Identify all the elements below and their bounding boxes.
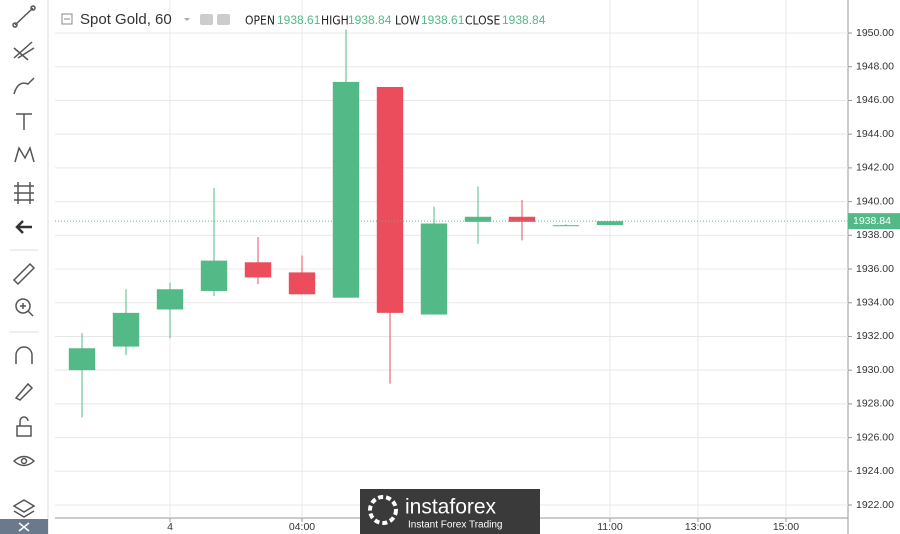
last-price-label: 1938.84 (853, 215, 891, 227)
dropdown[interactable] (184, 18, 190, 21)
x-tick-label: 11:00 (597, 521, 623, 533)
y-tick-label: 1940.00 (856, 195, 894, 207)
pattern-tool[interactable] (14, 145, 35, 163)
x-tick-label: 15:00 (773, 521, 799, 533)
candle-body (420, 223, 448, 315)
ohlc-legend: OPEN 1938.61 HIGH 1938.84 LOW 1938.61 CLOSE 193… (245, 13, 546, 27)
x-tick-label: 13:00 (685, 521, 711, 533)
prediction-tool[interactable] (14, 182, 34, 204)
legend-value: 1938.84 (502, 13, 546, 27)
watermark-tagline: Instant Forex Trading (408, 520, 503, 531)
eye-tool[interactable] (12, 455, 36, 467)
toolbar-bg (0, 0, 48, 534)
x-tick-label: 4 (167, 521, 173, 533)
watermark-logo (368, 495, 398, 525)
magnet-tool[interactable] (15, 346, 33, 364)
candle-body (156, 289, 184, 310)
y-tick-label: 1942.00 (856, 162, 894, 174)
y-tick-label: 1934.00 (856, 297, 894, 309)
y-tick-label: 1932.00 (856, 330, 894, 342)
candle-body (464, 216, 492, 222)
y-tick-label: 1946.00 (856, 94, 894, 106)
y-tick-label: 1944.00 (856, 128, 894, 140)
y-tick-label: 1922.00 (856, 499, 894, 511)
watermark-brand: instaforex (405, 496, 497, 519)
legend-label: HIGH (321, 14, 349, 28)
legend-value: 1938.61 (277, 13, 321, 27)
y-tick-label: 1948.00 (856, 61, 894, 73)
pencil-lock-tool[interactable] (14, 382, 34, 401)
candle-body (68, 348, 96, 371)
candle-body (244, 262, 272, 278)
x-tick-label: 04:00 (289, 521, 315, 533)
legend-value: 1938.84 (348, 13, 392, 27)
brush-tool[interactable] (13, 77, 35, 95)
symbol-title: Spot Gold, 60 (80, 11, 172, 28)
collapse-icon (18, 522, 30, 532)
y-tick-label: 1938.00 (856, 229, 894, 241)
hide-button[interactable] (200, 14, 213, 25)
y-tick-label: 1930.00 (856, 364, 894, 376)
legend-value: 1938.61 (421, 13, 465, 27)
fib-tool[interactable] (13, 41, 35, 61)
y-tick-label: 1936.00 (856, 263, 894, 275)
candle-body (332, 81, 360, 298)
candle-body (596, 221, 624, 226)
lock-tool[interactable] (16, 416, 32, 437)
candle-body (508, 216, 536, 222)
back-arrow[interactable] (15, 220, 32, 234)
legend-label: OPEN (245, 14, 275, 28)
toolbar (0, 0, 49, 534)
plot: 1922.00 1924.00 1926.00 1928.00 1930.00 1932.… (55, 0, 900, 533)
y-tick-label: 1928.00 (856, 398, 894, 410)
y-tick-label: 1926.00 (856, 431, 894, 443)
last-price-box (848, 213, 900, 230)
layers-tool[interactable] (12, 499, 36, 518)
candle-body (552, 225, 580, 227)
candle-body (112, 312, 140, 347)
legend-label: LOW (395, 14, 420, 28)
ruler-tool[interactable] (12, 262, 36, 286)
y-tick-label: 1924.00 (856, 465, 894, 477)
candle-body (288, 272, 316, 295)
legend-label: CLOSE (465, 14, 500, 28)
candle-body (200, 260, 228, 291)
y-tick-label: 1950.00 (856, 27, 894, 39)
candle-body (376, 86, 404, 313)
watermark-box (360, 489, 540, 534)
collapse-legend[interactable] (61, 13, 73, 25)
settings-button[interactable] (217, 14, 230, 25)
text-tool[interactable] (16, 113, 32, 130)
trend-line-tool[interactable] (12, 5, 36, 28)
zoom-tool[interactable] (15, 298, 34, 317)
